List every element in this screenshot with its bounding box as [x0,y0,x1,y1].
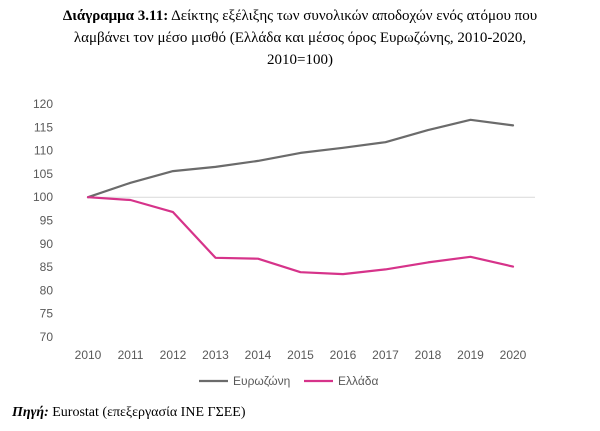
y-axis-ticks: 70 75 80 85 90 95 100 105 110 115 120 [33,97,53,344]
x-tick-label: 2013 [202,348,229,362]
y-tick-label: 105 [33,167,53,181]
series-line-eurozone [86,118,515,199]
y-tick-label: 90 [40,237,54,251]
caption-line-2: λαμβάνει τον μέσο μισθό (Ελλάδα και μέσο… [73,30,527,46]
x-axis-ticks: 2010 2011 2012 2013 2014 2015 2016 2017 2018 2019… [75,348,527,362]
x-tick-label: 2016 [330,348,357,362]
caption-line-1: Διάγραμμα 3.11: Δείκτης εξέλιξης των συν… [0,5,600,27]
x-tick-label: 2017 [372,348,399,362]
x-tick-label: 2020 [500,348,527,362]
y-tick-label: 115 [34,120,53,134]
source-note: Πηγή: Eurostat (επεξεργασία ΙΝΕ ΓΣΕΕ) [12,405,246,421]
caption-line-3: 2010=100) [267,52,333,68]
y-tick-label: 95 [40,214,54,228]
x-tick-label: 2011 [118,348,144,362]
x-tick-label: 2012 [160,348,187,362]
y-tick-label: 120 [33,97,53,111]
x-tick-label: 2014 [245,348,272,362]
y-tick-label: 100 [33,190,53,204]
legend-label-eurozone: Ευρωζώνη [233,374,290,388]
legend-label-greece: Ελλάδα [338,374,378,388]
y-tick-label: 75 [40,307,54,321]
x-tick-label: 2010 [75,348,102,362]
y-tick-label: 70 [40,330,54,344]
y-tick-label: 80 [40,283,54,297]
caption-text-1: Δείκτης εξέλιξης των συνολικών αποδοχών … [171,8,538,24]
source-text: Eurostat (επεξεργασία ΙΝΕ ΓΣΕΕ) [48,405,246,420]
x-tick-label: 2019 [457,348,484,362]
legend: Ευρωζώνη Ελλάδα [199,374,378,388]
y-tick-label: 110 [34,144,53,158]
chart-caption: Διάγραμμα 3.11: Δείκτης εξέλιξης των συν… [0,5,600,71]
series-lines [86,118,515,276]
x-tick-label: 2018 [415,348,442,362]
x-tick-label: 2015 [287,348,314,362]
caption-label: Διάγραμμα 3.11: [62,8,169,24]
source-label: Πηγή: [12,405,49,420]
series-line-greece [86,196,515,276]
y-tick-label: 85 [40,260,54,274]
